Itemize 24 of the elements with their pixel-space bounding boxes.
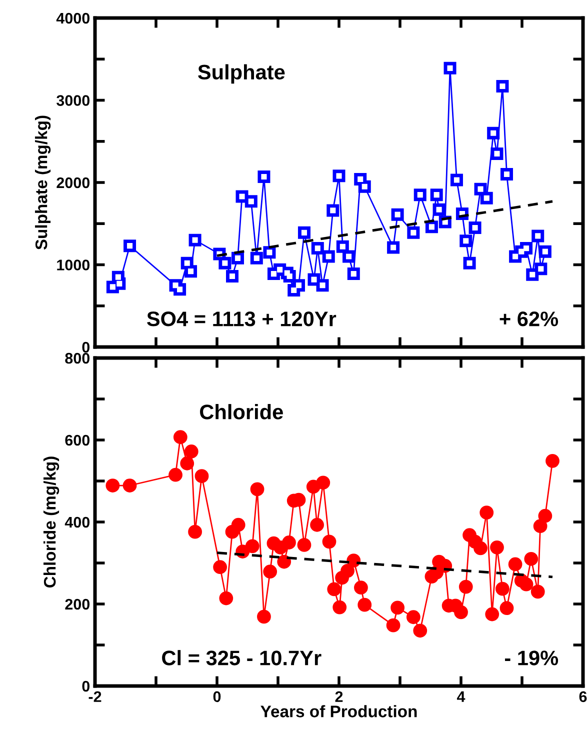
y-tick-label: 2000 <box>56 177 90 188</box>
annotation: + 62% <box>500 312 558 326</box>
x-tick-label: 6 <box>579 691 587 702</box>
y-tick-label: 1000 <box>57 260 90 270</box>
y-axis-title: Sulphate (mg/kg) <box>34 116 51 250</box>
x-tick-label: -2 <box>88 691 102 702</box>
annotation: SO4 = 1113 + 120Yr <box>147 312 336 326</box>
x-tick-label: 4 <box>456 691 466 702</box>
y-axis-title: Chloride (mg/kg) <box>43 456 60 588</box>
y-tick-label: 400 <box>64 516 90 528</box>
annotation: Sulphate <box>198 64 285 84</box>
y-tick-label: 4000 <box>56 12 90 24</box>
x-axis-title: Years of Production <box>260 705 417 718</box>
y-tick-label: 3000 <box>56 95 90 106</box>
y-tick-label: 600 <box>65 434 90 446</box>
y-tick-label: 0 <box>82 680 90 692</box>
annotation: Cl = 325 - 10.7Yr <box>162 650 322 666</box>
y-tick-label: 800 <box>65 352 90 364</box>
y-tick-label: 200 <box>65 598 90 610</box>
x-tick-label: 2 <box>335 691 343 702</box>
annotation: - 19% <box>504 650 558 666</box>
y-tick-label: 0 <box>82 342 90 353</box>
x-tick-label: 0 <box>213 691 221 702</box>
annotation: Chloride <box>200 404 283 420</box>
